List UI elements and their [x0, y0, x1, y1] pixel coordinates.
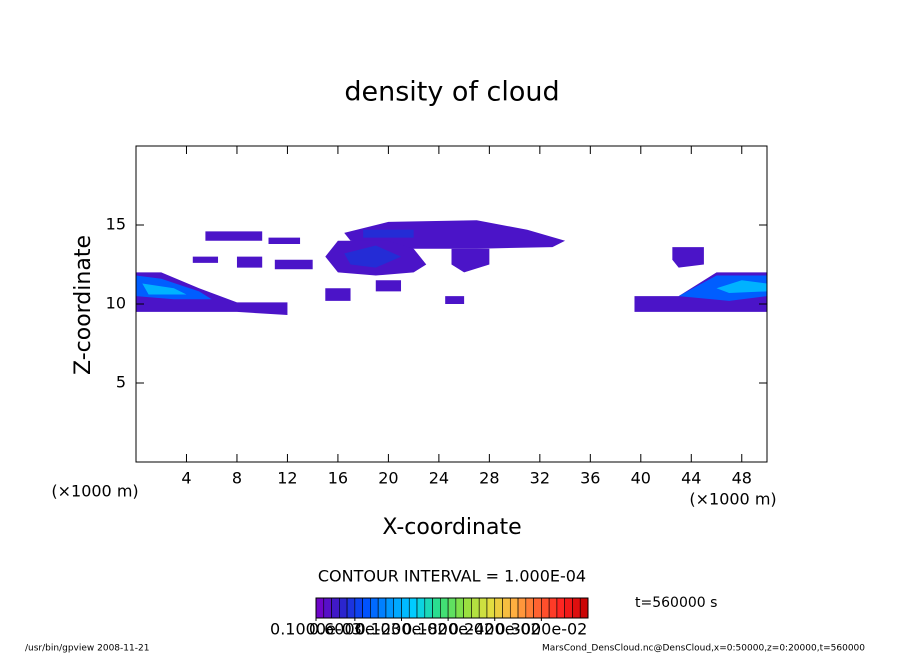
x-tick-label: 36	[580, 469, 600, 488]
colorbar-segment	[393, 597, 402, 619]
colorbar-segment	[556, 597, 565, 619]
colorbar-segment	[331, 597, 340, 619]
cloud-patch	[192, 256, 219, 263]
cloud-patch	[274, 259, 313, 270]
contour-interval: CONTOUR INTERVAL = 1.000E-04	[318, 567, 586, 586]
colorbar-segment	[377, 597, 387, 619]
time-label: t=560000 s	[635, 595, 717, 611]
footer-right: MarsCond_DensCloud.nc@DensCloud,x=0:5000…	[542, 644, 865, 654]
colorbar-segment	[440, 597, 449, 619]
colorbar-segment	[339, 597, 348, 619]
colorbar-segment	[354, 597, 363, 619]
colorbar-segment	[564, 597, 573, 619]
colorbar-segment	[370, 597, 379, 619]
colorbar-tick-label: 0.1000e-03	[270, 620, 362, 639]
footer-left: /usr/bin/gpview 2008-11-21	[25, 644, 149, 654]
x-unit-label: (×1000 m)	[689, 490, 776, 509]
colorbar-segment	[509, 597, 519, 619]
y-axis-label: Z-coordinate	[71, 235, 96, 375]
colorbar-segment	[447, 597, 457, 619]
x-tick-label: 8	[232, 469, 242, 488]
colorbar-segment	[541, 597, 550, 619]
cloud-patch	[344, 220, 566, 249]
colorbar-frame	[315, 597, 589, 619]
x-tick-label: 20	[378, 469, 398, 488]
colorbar-segment	[486, 597, 496, 619]
y-tick-label: 10	[106, 294, 126, 313]
colorbar-segment	[362, 597, 371, 619]
colorbar-segment	[424, 597, 433, 619]
colorbar-segment	[478, 597, 488, 619]
cloud-patch	[325, 288, 351, 301]
colorbar-segment	[416, 597, 426, 619]
x-tick-label: 12	[277, 469, 297, 488]
colorbar-tick-label: 0.2400e-02	[449, 620, 541, 639]
colorbar-segment	[572, 597, 581, 619]
cloud-patch	[268, 237, 301, 244]
cloud-patch	[672, 247, 704, 268]
colorbar-tick-label: 0.1200e-02	[356, 620, 448, 639]
cloud-patch	[375, 280, 402, 292]
colorbar-tick-label: 0.6000e-03	[309, 620, 401, 639]
colorbar-segment	[548, 597, 558, 619]
y-tick-label: 15	[106, 215, 126, 234]
colorbar-segment	[408, 597, 418, 619]
cloud-patch	[716, 280, 767, 293]
x-axis-label: X-coordinate	[382, 515, 521, 540]
cloud-patch	[445, 296, 465, 304]
y-tick-label: 5	[116, 373, 126, 392]
cloud-patch	[363, 229, 414, 238]
colorbar-segment	[315, 597, 325, 619]
colorbar-segment	[455, 597, 464, 619]
x-tick-label: 16	[328, 469, 348, 488]
x-tick-label: 32	[530, 469, 550, 488]
colorbar-segment	[533, 597, 542, 619]
colorbar-segment	[323, 597, 332, 619]
chart-title: density of cloud	[344, 77, 559, 108]
cloud-patch	[205, 231, 263, 241]
colorbar-segment	[463, 597, 472, 619]
colorbar-segment	[432, 597, 441, 619]
cloud-patch	[142, 283, 187, 295]
x-unit-label: (×1000 m)	[51, 482, 138, 501]
colorbar-segment	[517, 597, 527, 619]
colorbar-segment	[385, 597, 395, 619]
cloud-patch	[451, 248, 490, 273]
x-tick-label: 4	[181, 469, 191, 488]
colorbar-segment	[525, 597, 534, 619]
colorbar-segment	[346, 597, 356, 619]
x-tick-label: 48	[732, 469, 752, 488]
colorbar-segment	[502, 597, 511, 619]
x-tick-label: 24	[429, 469, 449, 488]
colorbar-tick-label: 0.3000e-02	[495, 620, 587, 639]
cloud-patch	[344, 245, 402, 268]
colorbar-segment	[401, 597, 410, 619]
cloud-patch	[236, 256, 263, 268]
colorbar-segment	[579, 597, 589, 619]
x-tick-label: 40	[631, 469, 651, 488]
colorbar-tick-label: 0.1800e-02	[402, 620, 494, 639]
colorbar-segment	[471, 597, 480, 619]
x-tick-label: 44	[681, 469, 701, 488]
colorbar-segment	[494, 597, 503, 619]
x-tick-label: 28	[479, 469, 499, 488]
